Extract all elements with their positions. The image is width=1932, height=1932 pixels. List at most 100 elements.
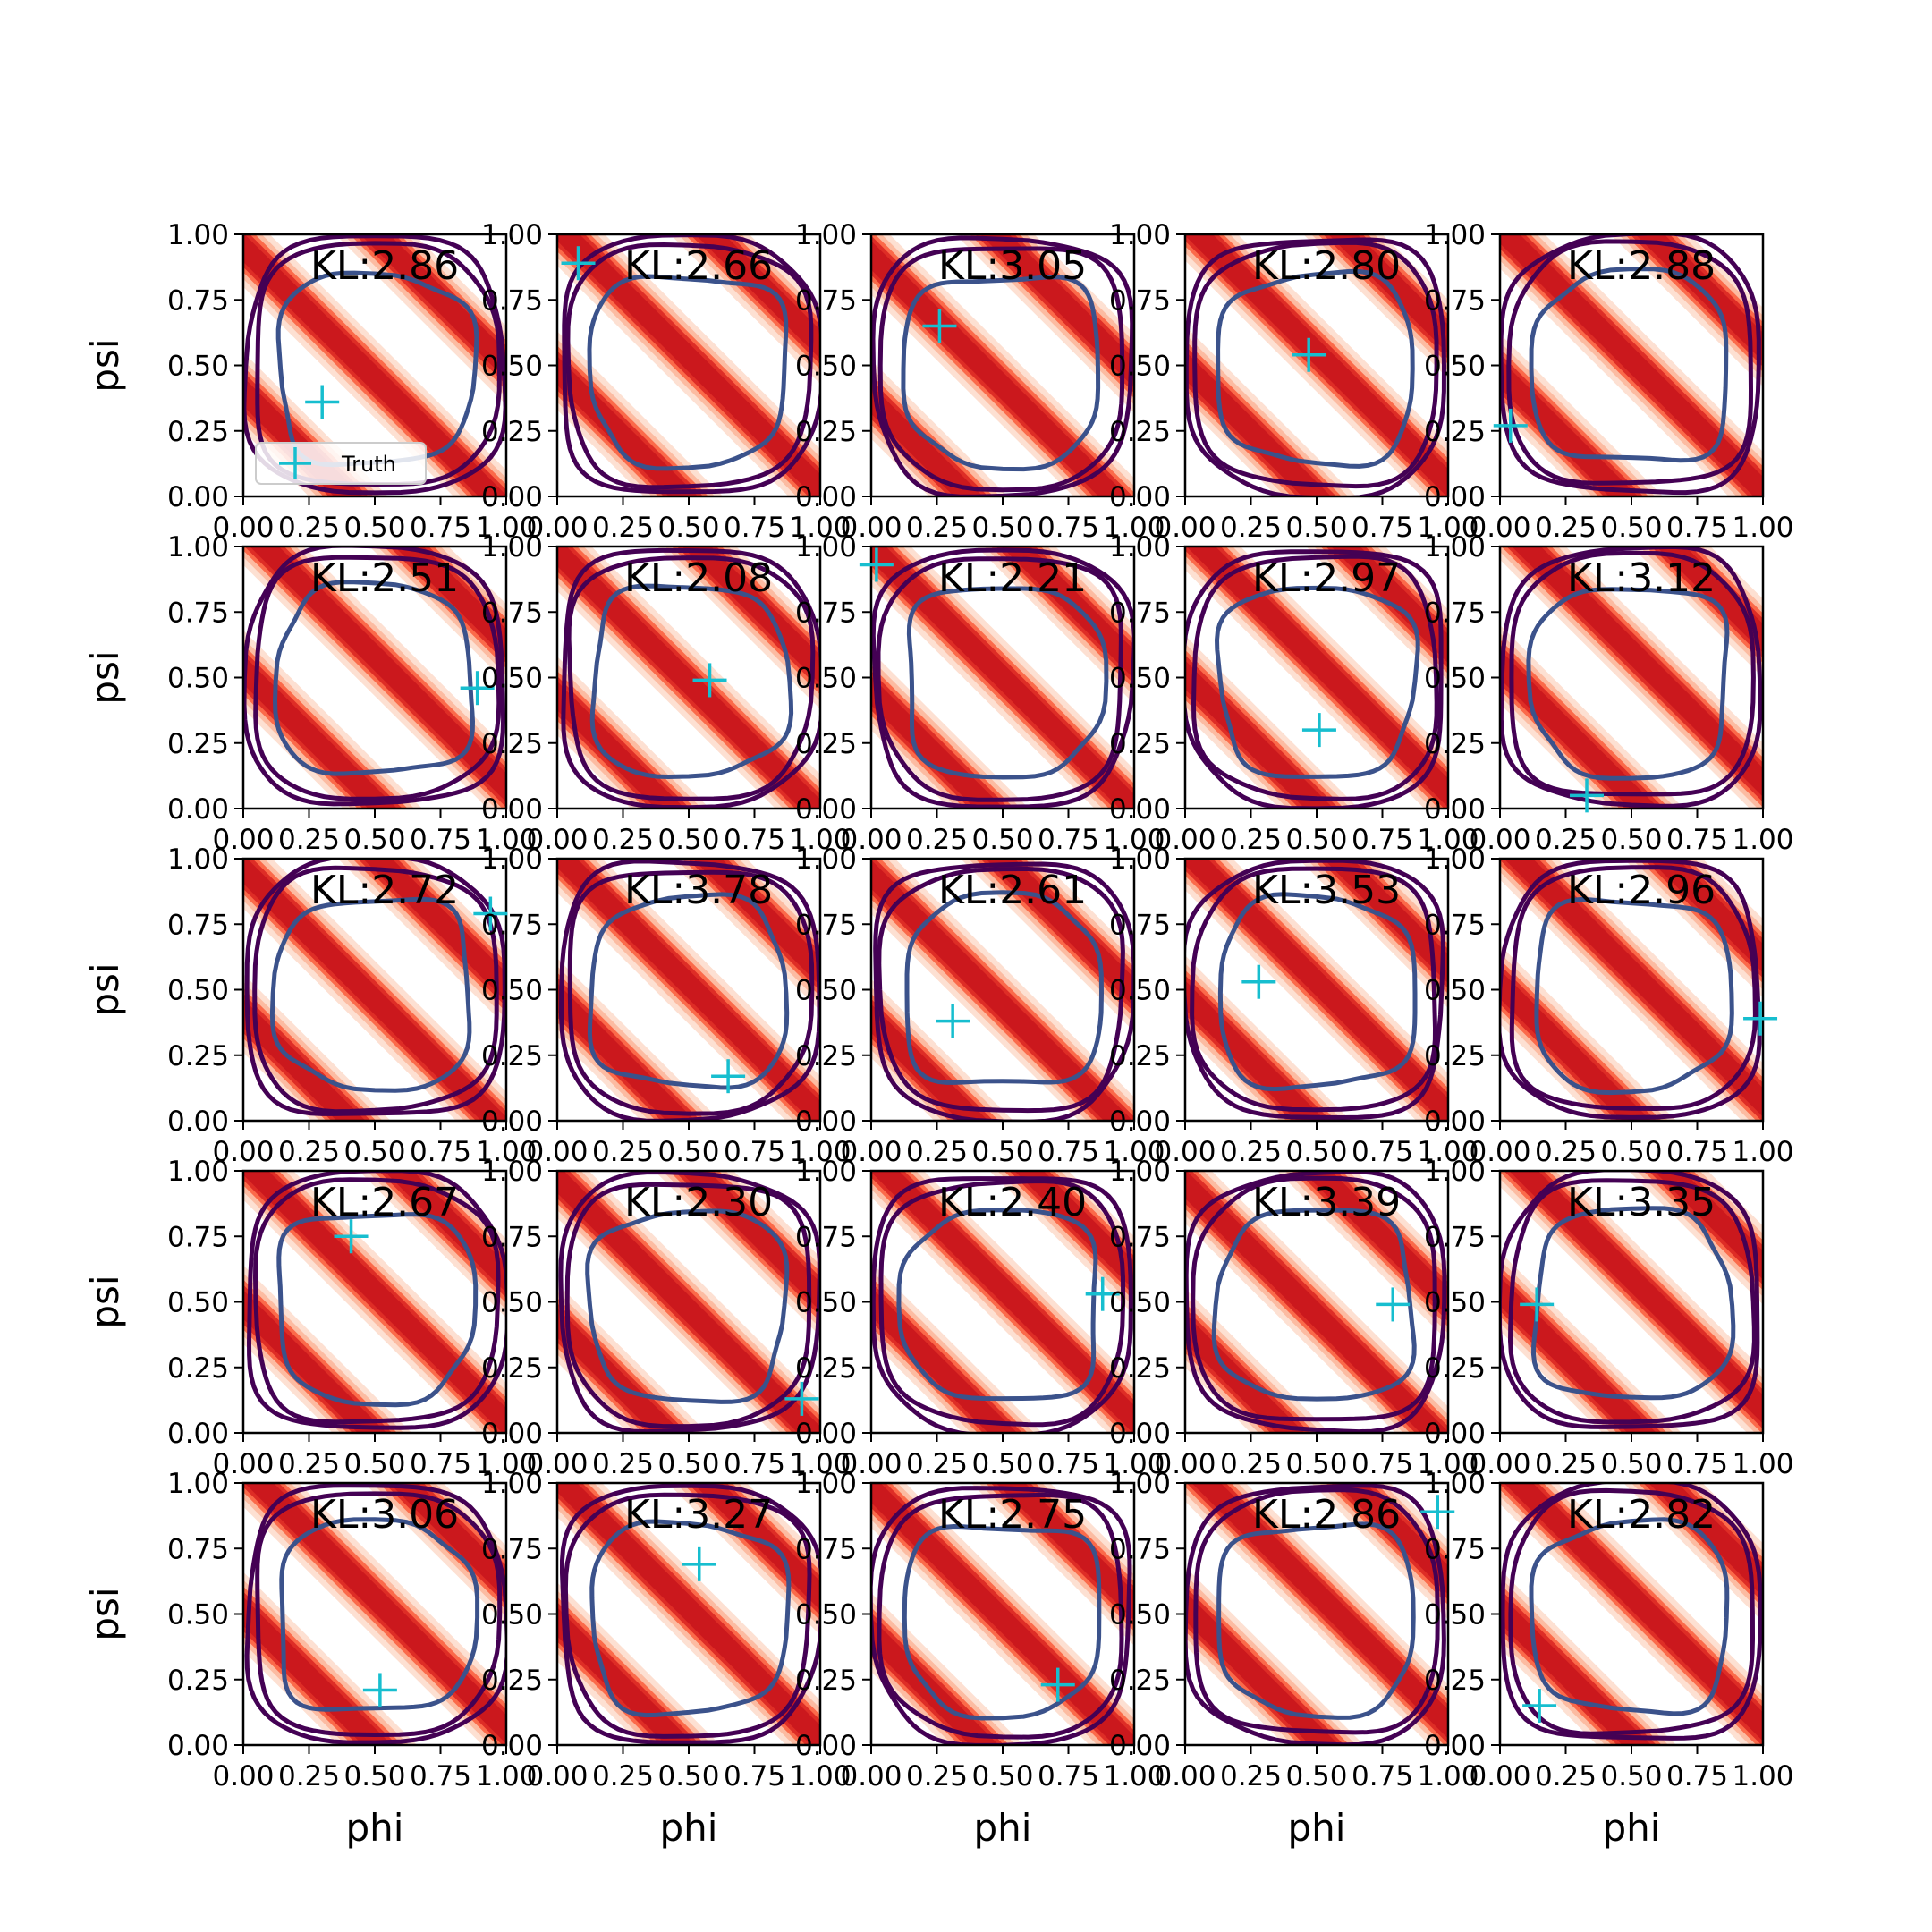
truth-marker <box>1570 778 1605 813</box>
x-tick-label: 0.00 <box>526 824 588 856</box>
x-tick-label: 0.25 <box>906 512 968 544</box>
x-tick-label: 0.75 <box>410 1760 471 1792</box>
y-tick-label: 0.00 <box>481 793 543 826</box>
x-tick-label: 0.00 <box>840 512 902 544</box>
inner-contour <box>587 274 789 471</box>
kl-annotation: KL:3.05 <box>938 243 1087 289</box>
panel-3: 0.000.000.250.250.500.500.750.751.001.00… <box>795 219 1165 544</box>
truth-marker <box>1743 1001 1778 1036</box>
x-tick-label: 0.00 <box>212 1760 274 1792</box>
truth-marker <box>1085 1276 1120 1311</box>
x-tick-label: 0.00 <box>1154 1760 1216 1792</box>
y-tick-label: 0.50 <box>1424 351 1486 383</box>
inner-contour <box>276 1212 479 1408</box>
y-tick-label: 1.00 <box>481 531 543 564</box>
density-band <box>384 1171 506 1293</box>
y-tick-label: 0.75 <box>1424 1533 1486 1565</box>
y-tick-label: 0.75 <box>1424 1221 1486 1253</box>
density-band <box>243 377 363 496</box>
x-tick-label: 0.75 <box>1352 1448 1413 1480</box>
kl-annotation: KL:2.96 <box>1567 868 1716 913</box>
x-tick-label: 1.00 <box>1732 1136 1793 1168</box>
inner-contour <box>901 275 1101 472</box>
y-tick-label: 0.50 <box>167 351 229 383</box>
outer-contour <box>1185 1171 1447 1433</box>
x-tick-label: 0.00 <box>1469 1136 1530 1168</box>
x-tick-label: 0.50 <box>1600 824 1662 856</box>
outer-contour <box>246 1171 506 1430</box>
x-tick-label: 0.25 <box>1535 824 1597 856</box>
y-tick-label: 0.25 <box>481 1665 543 1697</box>
x-tick-label: 0.00 <box>1469 512 1530 544</box>
x-tick-label: 0.00 <box>840 1136 902 1168</box>
truth-marker <box>682 1546 716 1581</box>
plot-area <box>871 547 1134 809</box>
y-tick-label: 0.50 <box>167 975 229 1007</box>
outer-contour <box>243 547 506 807</box>
x-tick-label: 0.75 <box>1038 512 1099 544</box>
outer-contour <box>252 1177 501 1425</box>
kl-annotation: KL:2.30 <box>624 1180 773 1225</box>
y-tick-label: 0.75 <box>795 1533 857 1565</box>
y-tick-label: 0.25 <box>1109 1352 1171 1385</box>
x-tick-label: 1.00 <box>1103 1448 1165 1480</box>
truth-marker <box>305 385 340 419</box>
panel-12: 0.000.000.250.250.500.500.750.751.001.00… <box>481 843 852 1168</box>
kl-annotation: KL:3.27 <box>624 1492 773 1538</box>
y-tick-label: 0.00 <box>1109 1418 1171 1450</box>
density-band <box>1500 234 1763 496</box>
outer-contour <box>1500 547 1763 809</box>
plot-area <box>871 1483 1134 1745</box>
x-tick-label: 1.00 <box>1417 1136 1479 1168</box>
y-tick-label: 0.50 <box>795 1287 857 1319</box>
density-band <box>682 547 820 684</box>
density-band <box>871 860 1133 1121</box>
y-tick-label: 1.00 <box>167 531 229 564</box>
outer-contour <box>253 555 502 801</box>
x-tick-label: 0.00 <box>1469 824 1530 856</box>
x-tick-label: 0.00 <box>526 1760 588 1792</box>
inner-contour <box>1217 892 1418 1092</box>
y-tick-label: 0.00 <box>1109 1106 1171 1138</box>
density-band <box>1500 970 1652 1121</box>
density-band <box>1512 547 1763 797</box>
truth-marker <box>334 1219 369 1254</box>
x-tick-label: 0.50 <box>1285 1448 1347 1480</box>
x-tick-label: 0.25 <box>592 1760 654 1792</box>
y-axis-label: psi <box>83 338 127 392</box>
kl-annotation: KL:2.61 <box>938 868 1087 913</box>
x-tick-label: 0.50 <box>657 824 719 856</box>
density-band <box>692 1483 820 1611</box>
x-tick-label: 0.00 <box>526 1136 588 1168</box>
y-tick-label: 0.25 <box>1109 1040 1171 1072</box>
density-band <box>1185 980 1326 1121</box>
x-tick-label: 0.50 <box>1285 1760 1347 1792</box>
y-tick-label: 1.00 <box>1109 1156 1171 1188</box>
outer-contour <box>871 1176 1133 1433</box>
x-tick-label: 0.75 <box>724 1136 785 1168</box>
x-tick-label: 0.50 <box>971 1448 1033 1480</box>
kl-annotation: KL:2.86 <box>310 243 459 289</box>
x-tick-label: 0.75 <box>410 824 471 856</box>
y-tick-label: 0.25 <box>481 1352 543 1385</box>
inner-contour <box>585 1208 790 1404</box>
y-tick-label: 0.75 <box>1424 284 1486 317</box>
y-tick-label: 0.25 <box>795 728 857 760</box>
density-band <box>1509 1171 1763 1424</box>
panel-2: 0.000.000.250.250.500.500.750.751.001.00… <box>481 219 852 544</box>
truth-marker <box>561 246 596 281</box>
x-tick-label: 0.75 <box>724 1760 785 1792</box>
outer-contour <box>1500 859 1762 1120</box>
kl-annotation: KL:2.88 <box>1567 243 1716 289</box>
x-tick-label: 0.25 <box>906 824 968 856</box>
panel-5: 0.000.000.250.250.500.500.750.751.001.00… <box>1424 219 1794 544</box>
outer-contour <box>562 234 820 495</box>
panel-grid: 0.000.000.250.250.500.500.750.751.001.00… <box>83 219 1794 1850</box>
x-tick-label: 0.75 <box>724 824 785 856</box>
outer-contour <box>1500 1171 1760 1429</box>
density-band <box>557 547 820 809</box>
y-axis-label: psi <box>83 962 127 1016</box>
outer-contour <box>243 234 506 496</box>
x-axis-label: phi <box>346 1806 404 1850</box>
y-tick-label: 0.00 <box>481 1418 543 1450</box>
